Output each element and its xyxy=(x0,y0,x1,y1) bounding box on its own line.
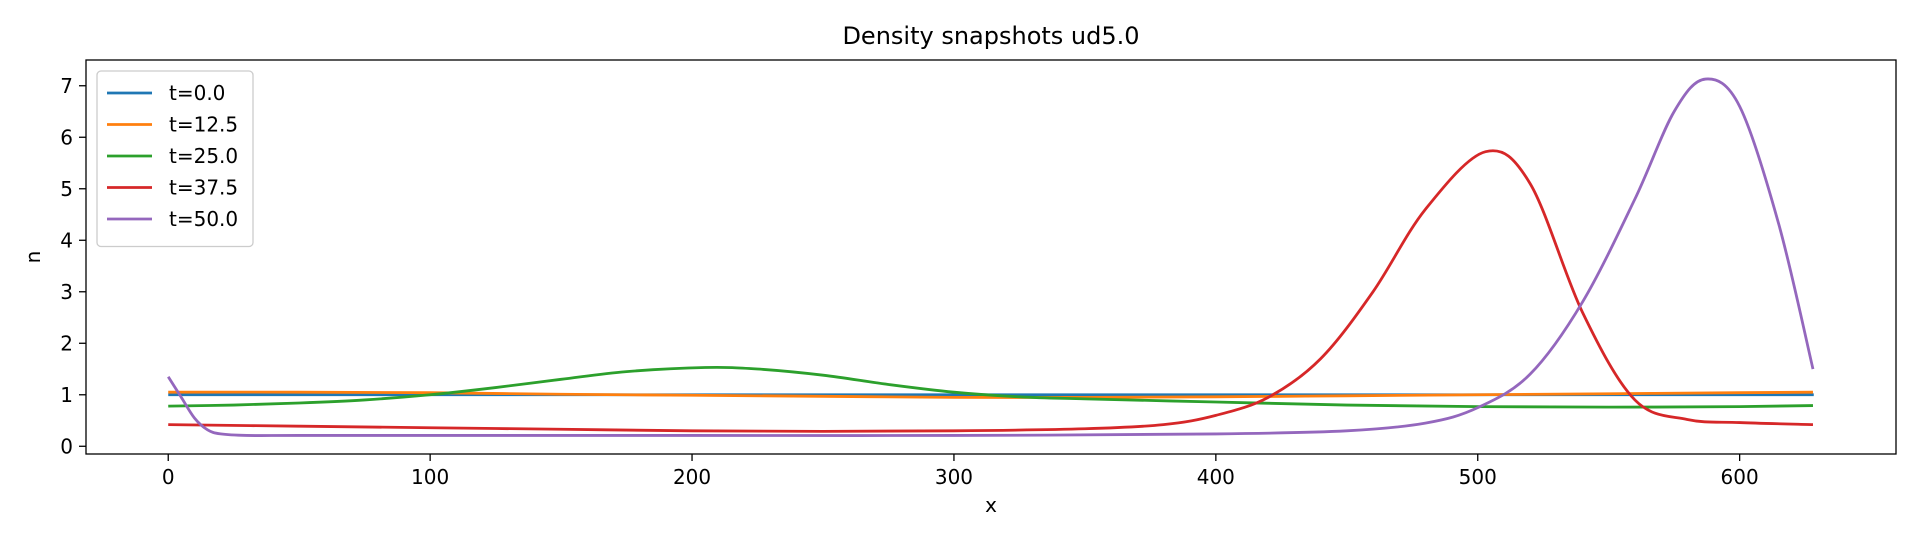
series-line-4 xyxy=(167,77,1815,437)
plot-frame xyxy=(85,59,1897,455)
x-tick-label: 200 xyxy=(673,465,711,489)
y-tick-label: 0 xyxy=(60,434,73,458)
chart-title: Density snapshots ud5.0 xyxy=(842,22,1139,50)
x-tick-label: 100 xyxy=(411,465,449,489)
legend-label: t=12.5 xyxy=(169,113,238,137)
y-axis-label: n xyxy=(21,251,45,264)
y-tick-label: 1 xyxy=(60,383,73,407)
x-tick-label: 400 xyxy=(1197,465,1235,489)
y-tick-label: 2 xyxy=(60,331,73,355)
x-tick-label: 300 xyxy=(935,465,973,489)
series-line-3 xyxy=(168,149,1814,433)
legend: t=0.0 t=12.5 t=25.0 t=37.5 t=50.0 xyxy=(96,70,254,248)
legend-label: t=50.0 xyxy=(169,207,238,231)
y-tick-label: 7 xyxy=(60,74,73,98)
legend-label: t=0.0 xyxy=(169,81,225,105)
y-tick-label: 3 xyxy=(60,280,73,304)
y-tick-label: 5 xyxy=(60,177,73,201)
legend-label: t=25.0 xyxy=(169,144,238,168)
series-line-2 xyxy=(168,365,1813,409)
series-layer xyxy=(167,77,1815,437)
y-tick-label: 6 xyxy=(60,125,73,149)
x-tick-label: 600 xyxy=(1721,465,1759,489)
y-axis: 0 1 2 3 4 5 6 7 xyxy=(60,74,86,458)
legend-box xyxy=(96,70,254,248)
x-tick-label: 0 xyxy=(162,465,175,489)
y-tick-label: 4 xyxy=(60,228,73,252)
x-axis-label: x xyxy=(985,493,997,517)
x-tick-label: 500 xyxy=(1459,465,1497,489)
x-axis: 0 100 200 300 400 500 600 xyxy=(162,454,1759,489)
legend-label: t=37.5 xyxy=(169,176,238,200)
